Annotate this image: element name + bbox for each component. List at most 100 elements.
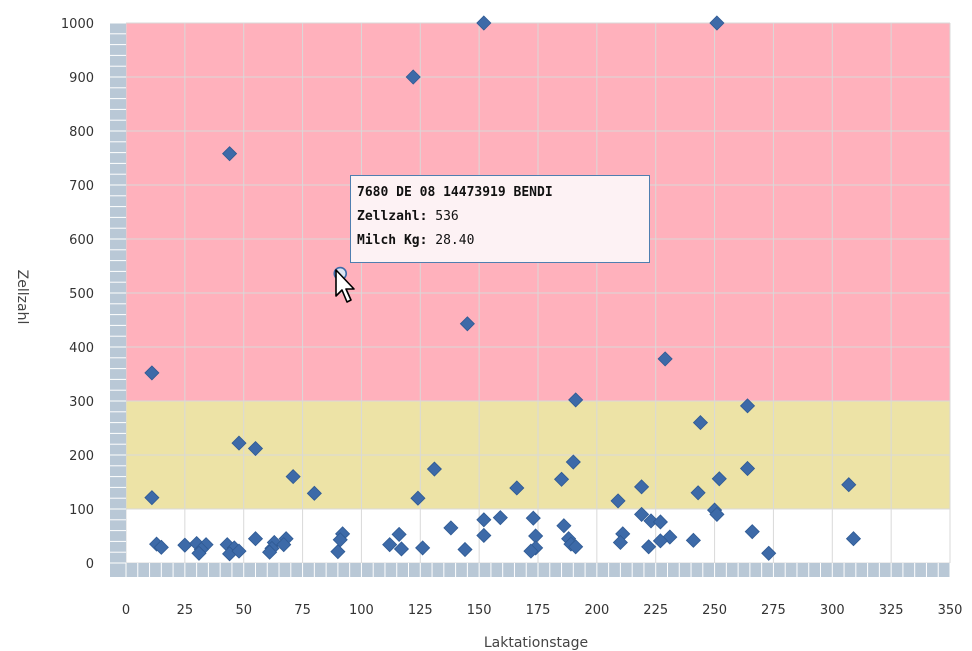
scatter-point[interactable] — [457, 541, 473, 558]
scatter-point[interactable] — [553, 471, 570, 487]
tooltip-milch-row: Milch Kg: 28.40 — [357, 229, 643, 253]
y-tick-label: 700 — [69, 179, 94, 194]
scatter-point[interactable] — [459, 316, 475, 332]
x-axis-bar — [110, 563, 950, 577]
scatter-point[interactable] — [841, 477, 857, 493]
scatter-point[interactable] — [410, 490, 426, 506]
x-tick-label: 200 — [584, 603, 609, 618]
y-tick-label: 1000 — [61, 17, 94, 32]
y-tick-label: 900 — [69, 71, 94, 86]
scatter-point[interactable] — [306, 485, 322, 501]
x-tick-label: 25 — [177, 603, 194, 618]
scatter-point[interactable] — [393, 541, 410, 557]
scatter-point[interactable] — [525, 510, 541, 526]
y-tick-label: 600 — [69, 233, 94, 248]
tooltip-milch-value: 28.40 — [435, 233, 475, 248]
scatter-point[interactable] — [285, 469, 301, 485]
y-axis-bar — [110, 23, 126, 577]
scatter-point[interactable] — [634, 479, 650, 495]
x-tick-label: 0 — [122, 603, 130, 618]
scatter-point[interactable] — [231, 435, 247, 451]
x-tick-label: 75 — [294, 603, 311, 618]
scatter-point[interactable] — [568, 392, 584, 408]
data-points — [144, 15, 862, 562]
scatter-point[interactable] — [612, 534, 628, 551]
scatter-point[interactable] — [391, 526, 407, 542]
tooltip-zell-value: 536 — [435, 209, 459, 224]
scatter-point[interactable] — [405, 69, 421, 85]
point-tooltip: 7680 DE 08 14473919 BENDI Zellzahl: 536 … — [350, 175, 650, 263]
scatter-point[interactable] — [568, 539, 584, 555]
scatter-point[interactable] — [634, 506, 650, 522]
scatter-point[interactable] — [685, 532, 701, 548]
scatter-point[interactable] — [144, 490, 160, 506]
y-tick-label: 0 — [86, 557, 94, 572]
scatter-point[interactable] — [262, 544, 278, 560]
scatter-point[interactable] — [610, 493, 626, 509]
scatter-point[interactable] — [761, 545, 777, 561]
x-tick-label: 225 — [643, 603, 668, 618]
y-tick-label: 800 — [69, 125, 94, 140]
scatter-point[interactable] — [652, 533, 668, 549]
scatter-point[interactable] — [657, 351, 673, 367]
scatter-point[interactable] — [231, 543, 247, 559]
scatter-point[interactable] — [845, 531, 862, 547]
scatter-point[interactable] — [556, 518, 572, 534]
scatter-point[interactable] — [276, 537, 292, 553]
scatter-point[interactable] — [744, 524, 760, 540]
y-tick-label: 300 — [69, 395, 94, 410]
tooltip-zell-label: Zellzahl: — [357, 209, 428, 224]
scatter-point[interactable] — [476, 527, 492, 544]
x-tick-label: 350 — [938, 603, 963, 618]
scatter-point[interactable] — [222, 146, 238, 162]
y-tick-label: 200 — [69, 449, 94, 464]
scatter-point[interactable] — [476, 15, 492, 31]
scatter-point[interactable] — [509, 480, 525, 496]
scatter-point[interactable] — [492, 510, 508, 526]
x-tick-label: 100 — [349, 603, 374, 618]
scatter-point[interactable] — [690, 485, 706, 501]
y-axis-title: Zellzahl — [14, 270, 30, 325]
mouse-pointer-icon — [335, 269, 355, 303]
scatter-point[interactable] — [709, 15, 725, 31]
scatter-point[interactable] — [382, 537, 398, 553]
x-axis-title: Laktationstage — [484, 635, 588, 651]
x-tick-label: 125 — [408, 603, 433, 618]
scatter-point[interactable] — [739, 460, 756, 477]
scatter-point[interactable] — [565, 454, 581, 470]
scatter-point[interactable] — [739, 398, 756, 414]
x-tick-label: 250 — [702, 603, 727, 618]
scatter-point[interactable] — [330, 544, 346, 560]
x-tick-label: 325 — [879, 603, 904, 618]
scatter-point[interactable] — [652, 514, 668, 530]
scatter-point[interactable] — [711, 471, 727, 487]
scatter-point[interactable] — [443, 520, 459, 536]
scatter-point[interactable] — [177, 537, 193, 553]
x-tick-label: 150 — [467, 603, 492, 618]
scatter-point[interactable] — [523, 543, 539, 559]
scatter-point[interactable] — [191, 545, 207, 561]
scatter-point[interactable] — [643, 513, 659, 529]
tooltip-title: 7680 DE 08 14473919 BENDI — [357, 185, 553, 200]
axis-bars — [100, 22, 951, 587]
scatter-point[interactable] — [709, 506, 725, 522]
x-tick-label: 275 — [761, 603, 786, 618]
scatter-point[interactable] — [641, 539, 657, 555]
x-tick-label: 300 — [820, 603, 845, 618]
scatter-point[interactable] — [247, 440, 264, 457]
scatter-point[interactable] — [426, 461, 442, 477]
tooltip-zell-row: Zellzahl: 536 — [357, 205, 643, 229]
scatter-point[interactable] — [153, 539, 169, 555]
x-tick-label: 175 — [526, 603, 551, 618]
y-tick-label: 500 — [69, 287, 94, 302]
tick-labels: 0 100 200 300 400 500 600 700 800 900 1000 0 25 50 75 1… — [61, 17, 963, 618]
x-tick-label: 50 — [235, 603, 252, 618]
tooltip-milch-label: Milch Kg: — [357, 233, 428, 248]
scatter-point[interactable] — [415, 540, 431, 556]
scatter-point[interactable] — [692, 415, 709, 431]
y-tick-label: 400 — [69, 341, 94, 356]
scatter-point[interactable] — [247, 531, 264, 547]
scatter-point[interactable] — [476, 512, 492, 528]
scatter-point[interactable] — [144, 365, 160, 381]
